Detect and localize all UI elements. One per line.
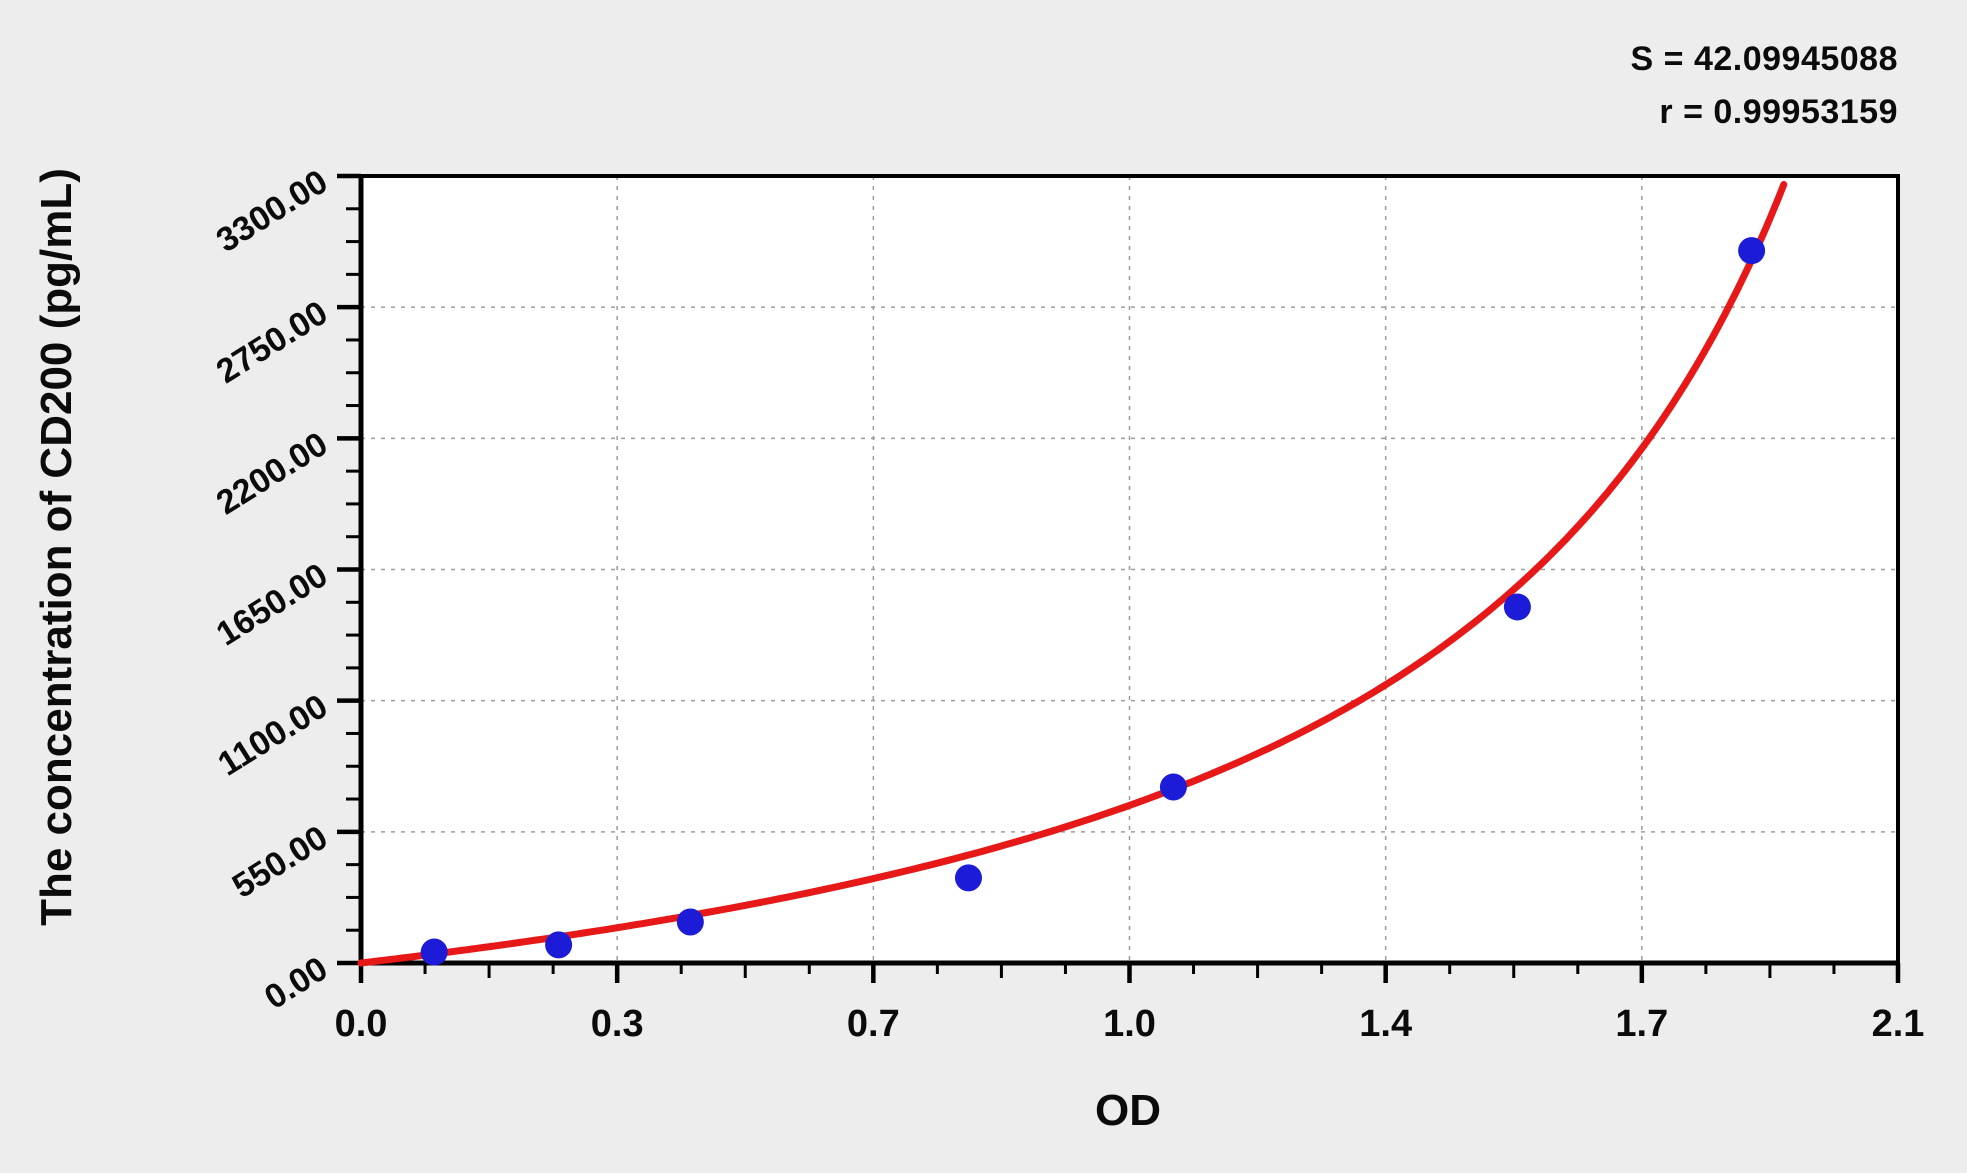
x-tick-label: 0.7 [847, 1003, 900, 1045]
y-tick-label: 1650.00 [210, 556, 334, 653]
fit-r-value: r = 0.99953159 [1659, 93, 1898, 131]
x-tick-label: 0.0 [335, 1003, 388, 1045]
data-point [1159, 773, 1187, 801]
x-tick-label: 1.0 [1103, 1003, 1156, 1045]
data-point [545, 931, 573, 959]
x-tick-label: 1.4 [1359, 1003, 1412, 1045]
x-tick-label: 2.1 [1872, 1003, 1925, 1045]
y-tick-label: 0.00 [258, 950, 334, 1017]
y-axis-title: The concentration of CD200 (pg/mL) [32, 168, 81, 926]
fit-curve [357, 181, 1788, 967]
x-axis-title: OD [1095, 1086, 1161, 1135]
y-tick-label: 3300.00 [210, 163, 334, 260]
data-point [420, 938, 448, 966]
data-point [1738, 237, 1766, 265]
x-tick-label: 1.7 [1615, 1003, 1668, 1045]
data-point [1503, 593, 1531, 621]
y-tick-label: 2750.00 [210, 294, 334, 391]
fit-s-value: S = 42.09945088 [1630, 40, 1898, 78]
y-tick-label: 2200.00 [210, 425, 334, 522]
data-point [676, 908, 704, 936]
data-point [954, 864, 982, 892]
y-tick-label: 550.00 [226, 818, 334, 905]
x-tick-label: 0.3 [591, 1003, 644, 1045]
y-tick-label: 1100.00 [211, 687, 334, 783]
